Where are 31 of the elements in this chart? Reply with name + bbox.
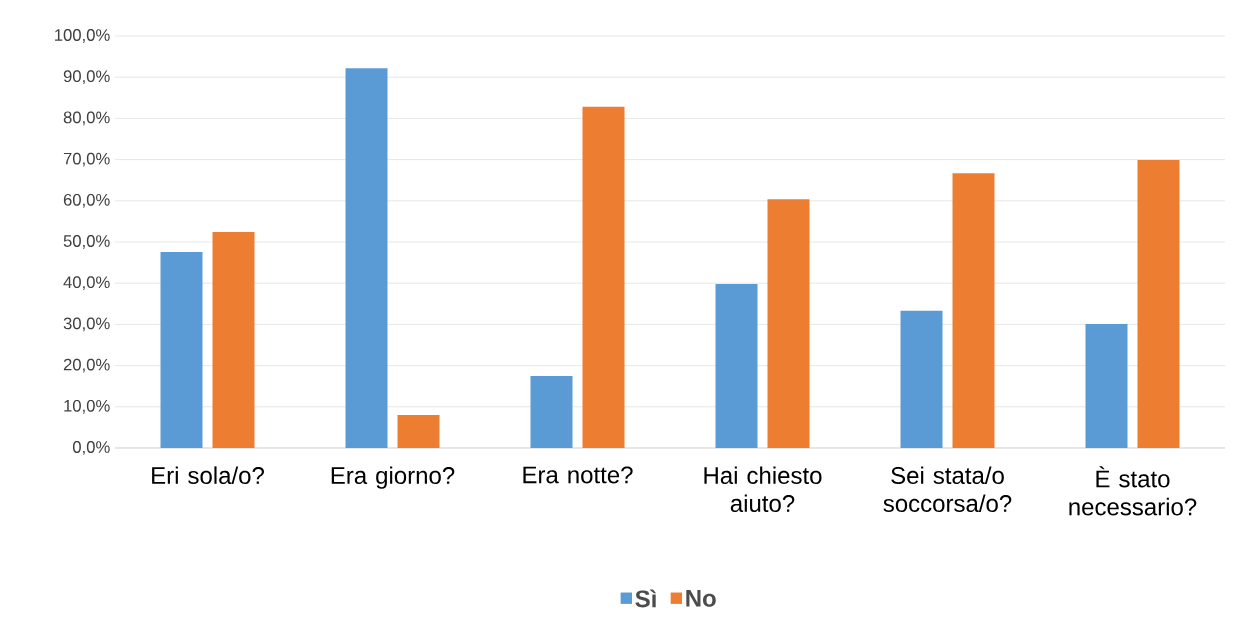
x-tick-label: Sei stata/o soccorsa/o? <box>883 466 1012 513</box>
y-tick-label: 50,0% <box>63 235 110 249</box>
legend-label: No <box>686 590 716 607</box>
y-tick-label: 70,0% <box>63 152 110 167</box>
bar <box>397 415 440 448</box>
bar <box>1085 323 1128 448</box>
x-tick-label: Hai chiesto aiuto? <box>704 466 822 513</box>
y-tick-label: 100,0% <box>55 29 110 43</box>
y-tick-label: 60,0% <box>63 193 110 208</box>
bar <box>952 173 995 448</box>
x-tick-label: È stato necessario? <box>1069 466 1197 516</box>
bar <box>767 199 810 448</box>
y-tick-label: 80,0% <box>63 111 110 126</box>
x-tick-label: Era notte? <box>523 466 633 484</box>
y-tick-label: 0,0% <box>72 441 110 455</box>
legend-label: Sì <box>635 589 656 608</box>
bar <box>1137 160 1180 448</box>
bar <box>160 251 203 448</box>
y-tick-label: 20,0% <box>63 358 110 373</box>
bar <box>530 375 573 448</box>
x-tick-label: Era giorno? <box>331 466 455 489</box>
y-tick-label: 10,0% <box>64 399 110 414</box>
bar <box>212 232 255 448</box>
y-tick-label: 90,0% <box>63 70 110 85</box>
bar <box>715 284 758 448</box>
bar <box>900 310 943 448</box>
y-tick-label: 40,0% <box>63 276 110 291</box>
x-tick-label: Eri sola/o? <box>152 466 264 485</box>
bar <box>345 68 388 448</box>
y-tick-label: 30,0% <box>63 317 110 332</box>
bar <box>582 106 625 448</box>
